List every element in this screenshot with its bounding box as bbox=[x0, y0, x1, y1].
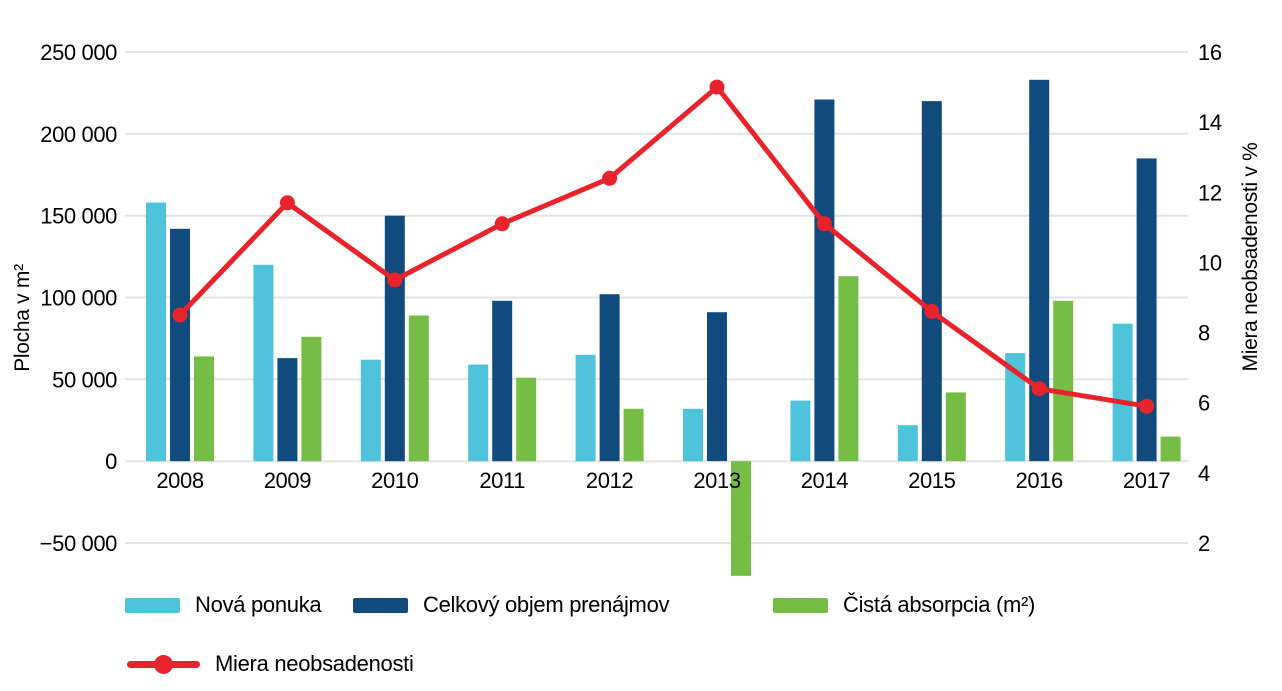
bar-series0-2009 bbox=[253, 264, 274, 462]
bar-series0-2015 bbox=[897, 425, 918, 462]
bar-series1-2008 bbox=[170, 228, 190, 462]
legend-label-nova-ponuka: Nová ponuka bbox=[195, 592, 322, 617]
legend-swatch-nova-ponuka bbox=[125, 597, 180, 613]
x-axis-year-label: 2009 bbox=[264, 468, 312, 493]
bar-series2-2014 bbox=[838, 276, 859, 462]
bar-series1-2015 bbox=[921, 101, 942, 462]
bar-series2-2010 bbox=[408, 315, 429, 462]
bar-series0-2014 bbox=[790, 400, 811, 462]
x-axis-year-label: 2010 bbox=[371, 468, 419, 493]
x-axis-year-label: 2011 bbox=[479, 468, 525, 493]
left-axis-tick-label: 0 bbox=[105, 449, 117, 474]
bar-series1-2009 bbox=[277, 358, 298, 462]
left-axis-tick-label: 250 000 bbox=[40, 40, 117, 65]
bar-series0-2017 bbox=[1112, 323, 1133, 462]
legend-label-cista-absorpcia: Čistá absorpcia (m²) bbox=[843, 592, 1036, 617]
legend-swatch-celkovy-objem bbox=[353, 597, 408, 613]
legend-item-nova-ponuka: Nová ponuka bbox=[125, 592, 322, 618]
right-axis-tick-label: 16 bbox=[1198, 40, 1222, 65]
vacancy-rate-point-2013 bbox=[709, 79, 725, 95]
left-axis-tick-label: 200 000 bbox=[40, 122, 117, 147]
right-axis-tick-label: 8 bbox=[1198, 321, 1210, 346]
bar-series0-2010 bbox=[360, 359, 381, 462]
right-axis-tick-label: 14 bbox=[1198, 110, 1222, 135]
bar-series0-2016 bbox=[1005, 353, 1026, 462]
bar-series1-2017 bbox=[1136, 158, 1157, 462]
x-axis-year-label: 2015 bbox=[908, 468, 956, 493]
x-axis-year-label: 2012 bbox=[586, 468, 634, 493]
bar-series2-2013 bbox=[731, 461, 751, 576]
legend-label-miera-neobsadenosti: Miera neobsadenosti bbox=[215, 651, 414, 676]
bar-series2-2011 bbox=[516, 377, 537, 462]
right-axis-tick-label: 2 bbox=[1198, 531, 1210, 556]
left-axis-tick-label: 100 000 bbox=[40, 286, 117, 311]
bar-series0-2012 bbox=[575, 354, 596, 462]
bar-series2-2012 bbox=[623, 408, 644, 462]
x-axis-year-label: 2017 bbox=[1123, 468, 1171, 493]
legend-line-marker-dot bbox=[154, 654, 173, 674]
legend-row-2: Miera neobsadenosti bbox=[0, 651, 1282, 676]
vacancy-rate-point-2017 bbox=[1139, 398, 1155, 414]
vacancy-rate-point-2016 bbox=[1031, 381, 1047, 397]
legend-label-celkovy-objem: Celkový objem prenájmov bbox=[423, 592, 670, 617]
bar-series1-2012 bbox=[599, 294, 620, 462]
bar-series0-2011 bbox=[468, 364, 489, 462]
x-axis-year-label: 2014 bbox=[801, 468, 849, 493]
bar-series2-2015 bbox=[945, 392, 966, 462]
bar-series1-2010 bbox=[384, 215, 405, 462]
right-axis-tick-label: 12 bbox=[1198, 180, 1222, 205]
legend-swatch-cista-absorpcia bbox=[773, 597, 828, 613]
vacancy-rate-line bbox=[177, 84, 1150, 409]
bar-series1-2014 bbox=[814, 99, 835, 462]
vacancy-rate-point-2015 bbox=[924, 304, 940, 319]
x-axis-year-label: 2016 bbox=[1016, 468, 1064, 493]
legend-item-celkovy-objem: Celkový objem prenájmov bbox=[353, 592, 670, 618]
vacancy-rate-point-2010 bbox=[387, 272, 403, 288]
vacancy-rate-point-2008 bbox=[172, 307, 188, 323]
legend-row-1: Nová ponuka Celkový objem prenájmov Čist… bbox=[0, 592, 1282, 617]
vacancy-rate-point-2012 bbox=[602, 170, 618, 186]
right-axis-tick-label: 4 bbox=[1198, 461, 1210, 486]
left-axis-tick-label: −50 000 bbox=[40, 531, 118, 556]
legend-item-cista-absorpcia: Čistá absorpcia (m²) bbox=[773, 592, 1035, 618]
bar-series2-2017 bbox=[1160, 436, 1181, 462]
bar-series1-2016 bbox=[1029, 79, 1050, 462]
left-axis-tick-label: 150 000 bbox=[40, 204, 117, 229]
bar-series0-2008 bbox=[146, 202, 166, 462]
legend-item-miera-neobsadenosti: Miera neobsadenosti bbox=[127, 651, 414, 677]
vacancy-rate-point-2011 bbox=[494, 216, 510, 232]
vacancy-rate-point-2009 bbox=[279, 195, 295, 211]
bar-series2-2016 bbox=[1053, 300, 1074, 462]
bar-series2-2008 bbox=[194, 356, 214, 462]
bar-series2-2009 bbox=[301, 336, 322, 462]
legend-line-swatch-miera-neobsadenosti bbox=[127, 654, 200, 674]
right-axis-tick-label: 6 bbox=[1198, 391, 1210, 416]
left-axis-tick-label: 50 000 bbox=[52, 367, 117, 392]
x-axis-year-label: 2008 bbox=[156, 468, 204, 493]
bar-series1-2013 bbox=[707, 312, 727, 462]
vacancy-rate-point-2014 bbox=[816, 216, 832, 232]
x-axis-year-label: 2013 bbox=[693, 468, 741, 493]
right-axis-tick-label: 10 bbox=[1198, 250, 1222, 275]
bar-series1-2011 bbox=[492, 300, 513, 462]
bar-series0-2013 bbox=[683, 408, 703, 462]
